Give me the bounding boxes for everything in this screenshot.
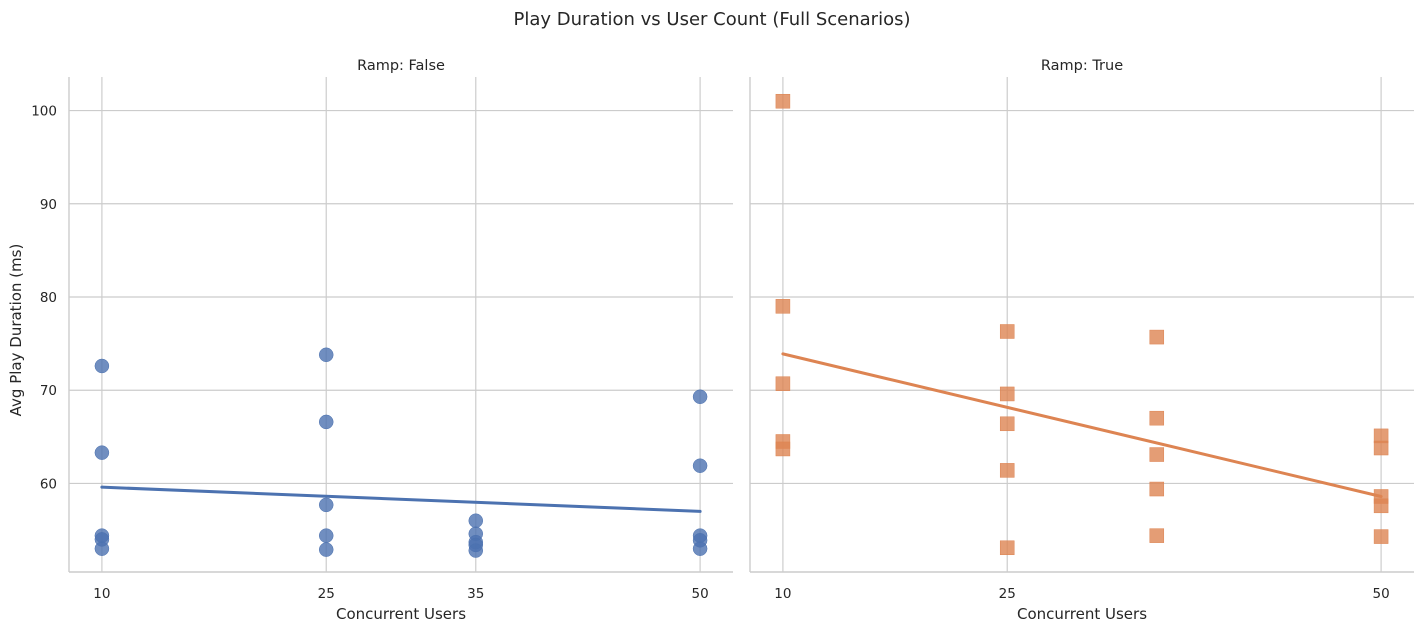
data-point — [1149, 528, 1165, 543]
grid — [750, 77, 1414, 572]
y-tick-label: 100 — [31, 104, 57, 120]
data-point — [999, 324, 1015, 339]
data-point — [94, 358, 110, 374]
x-axis-label: Concurrent Users — [336, 605, 466, 623]
x-tick-label: 10 — [93, 586, 110, 602]
data-point — [692, 389, 708, 404]
data-point — [94, 541, 110, 556]
y-tick-label: 70 — [40, 383, 57, 399]
regression-line — [781, 352, 1383, 498]
facet-ramp-true: Ramp: True Concurrent Users 10 25 50 — [749, 58, 1414, 623]
data-layer — [775, 93, 1389, 556]
data-point — [775, 441, 791, 457]
data-point — [1149, 329, 1165, 345]
regression-line — [100, 485, 702, 513]
x-tick-label: 50 — [692, 586, 709, 602]
data-point — [94, 445, 110, 460]
data-layer — [94, 347, 708, 558]
data-point — [999, 463, 1015, 478]
facet-title: Ramp: True — [1041, 58, 1123, 74]
data-point — [318, 497, 334, 513]
data-point — [1149, 447, 1165, 462]
data-point — [775, 376, 791, 391]
y-tick-label: 80 — [40, 290, 57, 306]
data-point — [775, 299, 791, 314]
data-point — [999, 416, 1015, 432]
data-point — [468, 513, 484, 528]
data-point — [318, 414, 334, 430]
x-tick-label: 25 — [999, 586, 1016, 602]
x-tick-label: 25 — [318, 586, 335, 602]
data-point — [1373, 529, 1389, 544]
y-axis-label: Avg Play Duration (ms) — [7, 244, 25, 417]
data-point — [999, 386, 1015, 402]
y-tick-label: 90 — [40, 197, 57, 213]
facet-title: Ramp: False — [357, 58, 445, 74]
data-point — [1149, 481, 1165, 497]
data-point — [468, 543, 484, 558]
data-point — [318, 347, 334, 363]
data-point — [999, 540, 1015, 556]
x-tick-label: 10 — [774, 586, 791, 602]
figure-title: Play Duration vs User Count (Full Scenar… — [513, 9, 910, 30]
x-tick-label: 35 — [467, 586, 484, 602]
facet-ramp-false: Ramp: False Concurrent Users Avg Play Du… — [7, 58, 733, 623]
x-axis-label: Concurrent Users — [1017, 605, 1147, 623]
data-point — [1373, 498, 1389, 514]
data-point — [318, 542, 334, 557]
data-point — [775, 93, 791, 109]
data-point — [318, 528, 334, 543]
data-point — [692, 541, 708, 556]
data-point — [692, 458, 708, 473]
grid — [69, 77, 733, 572]
data-point — [1149, 410, 1165, 426]
y-tick-label: 60 — [40, 476, 57, 492]
data-point — [1373, 440, 1389, 456]
x-tick-label: 50 — [1373, 586, 1390, 602]
